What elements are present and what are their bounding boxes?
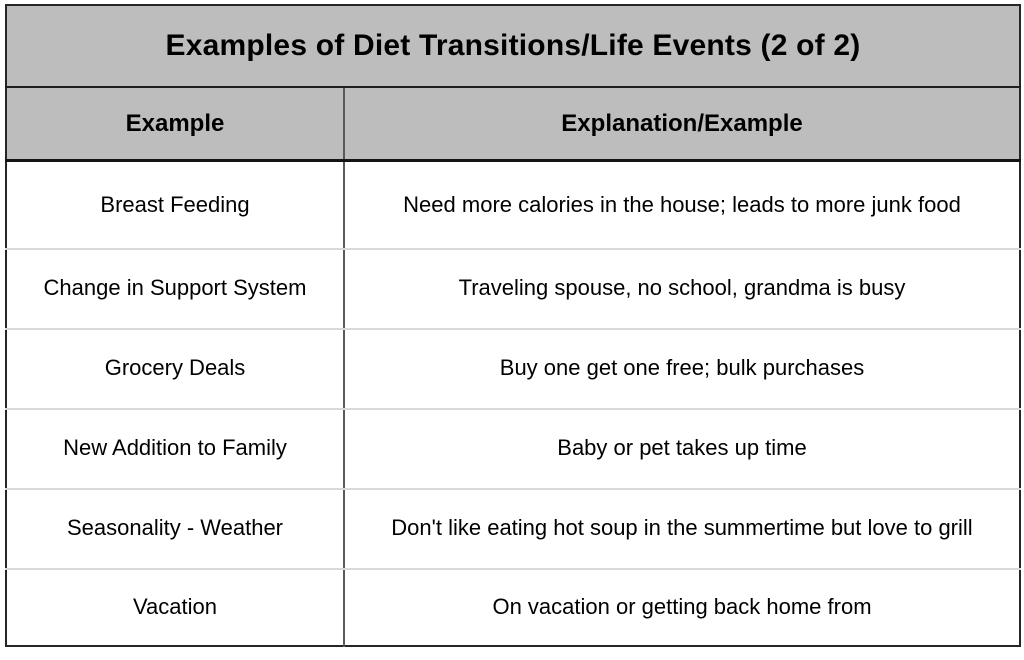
example-cell: Breast Feeding	[6, 160, 345, 250]
diet-transitions-table: Examples of Diet Transitions/Life Events…	[5, 4, 1021, 647]
title-row: Examples of Diet Transitions/Life Events…	[6, 5, 1020, 88]
example-cell: Change in Support System	[6, 248, 345, 330]
example-cell: Grocery Deals	[6, 328, 345, 410]
explanation-cell: Don't like eating hot soup in the summer…	[344, 488, 1020, 570]
explanation-cell: Need more calories in the house; leads t…	[344, 160, 1020, 250]
header-row: Example Explanation/Example	[6, 87, 1020, 162]
explanation-cell: Baby or pet takes up time	[344, 408, 1020, 490]
table-row: New Addition to Family Baby or pet takes…	[6, 408, 1020, 490]
column-header-example: Example	[6, 87, 345, 162]
example-cell: New Addition to Family	[6, 408, 345, 490]
example-cell: Vacation	[6, 568, 345, 646]
page-title: Examples of Diet Transitions/Life Events…	[6, 5, 1020, 88]
explanation-cell: On vacation or getting back home from	[344, 568, 1020, 646]
table-row: Change in Support System Traveling spous…	[6, 248, 1020, 330]
example-cell: Seasonality - Weather	[6, 488, 345, 570]
table-row: Grocery Deals Buy one get one free; bulk…	[6, 328, 1020, 410]
table-row: Seasonality - Weather Don't like eating …	[6, 488, 1020, 570]
column-header-explanation: Explanation/Example	[344, 87, 1020, 162]
table-row: Vacation On vacation or getting back hom…	[6, 568, 1020, 646]
explanation-cell: Traveling spouse, no school, grandma is …	[344, 248, 1020, 330]
table-row: Breast Feeding Need more calories in the…	[6, 160, 1020, 250]
explanation-cell: Buy one get one free; bulk purchases	[344, 328, 1020, 410]
